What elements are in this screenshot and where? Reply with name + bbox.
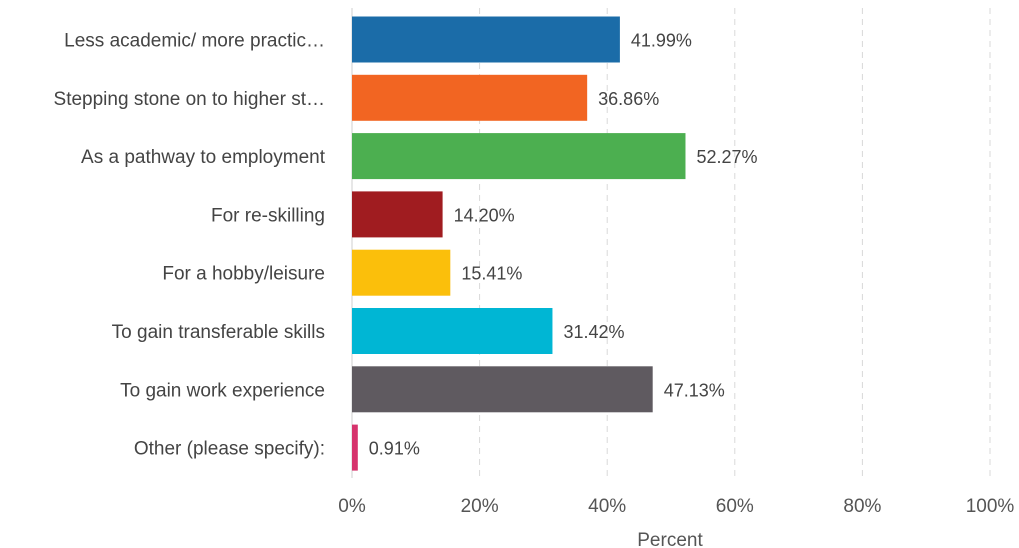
category-label: For a hobby/leisure <box>162 264 325 285</box>
x-tick-label: 20% <box>461 496 499 517</box>
category-label: To gain transferable skills <box>112 322 325 343</box>
category-label: As a pathway to employment <box>81 147 326 168</box>
value-label: 31.42% <box>563 322 624 342</box>
value-label: 52.27% <box>696 147 757 167</box>
category-label: To gain work experience <box>120 380 325 401</box>
category-label: Stepping stone on to higher st… <box>54 89 325 110</box>
value-label: 41.99% <box>631 31 692 51</box>
bar <box>352 308 553 354</box>
bar <box>352 16 620 63</box>
value-label: 14.20% <box>454 205 515 225</box>
x-tick-label: 100% <box>966 496 1015 517</box>
x-tick-label: 40% <box>588 496 626 517</box>
x-tick-label: 60% <box>716 496 754 517</box>
bar <box>352 366 653 413</box>
bar <box>352 133 686 180</box>
x-tick-label: 80% <box>843 496 881 517</box>
bar <box>352 249 451 296</box>
bar <box>352 191 443 238</box>
value-label: 15.41% <box>461 264 522 284</box>
category-label: Other (please specify): <box>134 439 325 460</box>
x-tick-labels: 0% 20% 40% 60% 80% 100% <box>338 496 1014 517</box>
bar <box>352 74 588 121</box>
category-label: For re-skilling <box>211 205 325 226</box>
bar <box>352 424 358 471</box>
category-label: Less academic/ more practic… <box>64 31 325 52</box>
value-label: 0.91% <box>369 439 420 459</box>
x-tick-label: 0% <box>338 496 366 517</box>
x-axis-title: Percent <box>637 530 703 548</box>
category-labels: Less academic/ more practic… Stepping sto… <box>54 31 326 460</box>
bars-group <box>352 16 686 471</box>
value-label: 36.86% <box>598 89 659 109</box>
value-label: 47.13% <box>664 380 725 400</box>
value-labels: 41.99% 36.86% 52.27% 14.20% 15.41% 31.42% 47.1… <box>369 31 758 459</box>
